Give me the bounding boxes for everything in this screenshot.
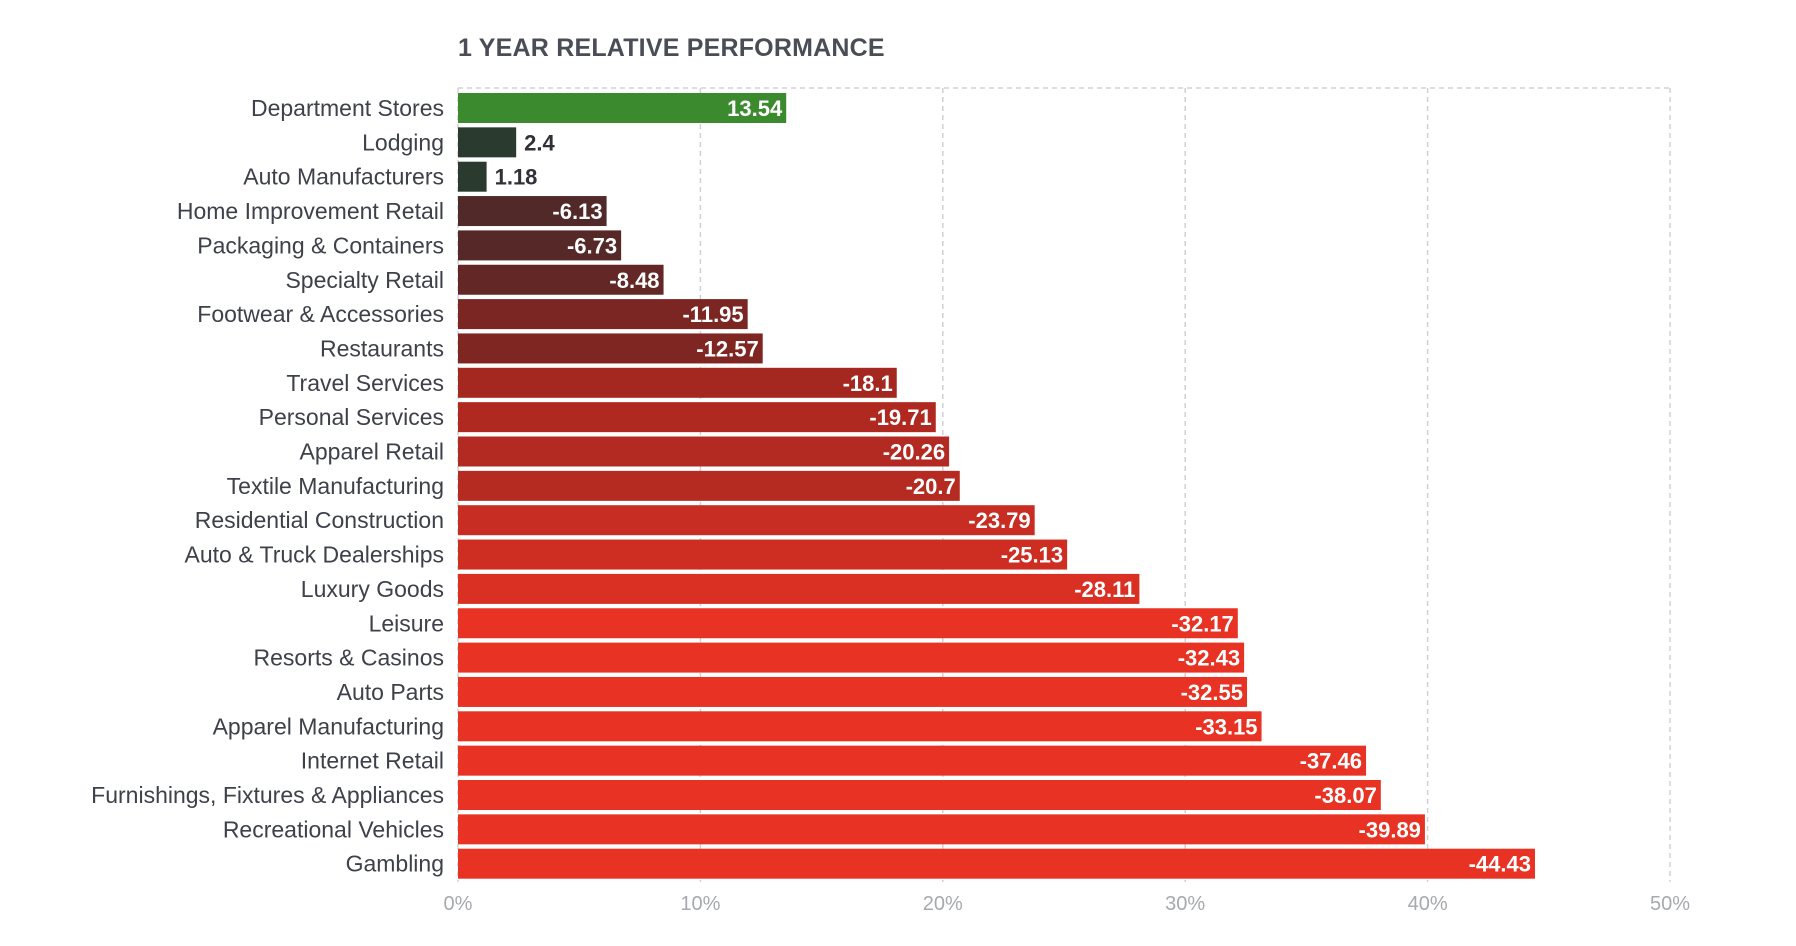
category-label: Department Stores [251, 95, 444, 121]
value-label: -25.13 [1001, 543, 1063, 568]
bar [458, 402, 936, 433]
value-label: 13.54 [727, 96, 783, 121]
value-label: 1.18 [495, 165, 538, 190]
ticks-layer: 0% 10% 20% 30% 40% 50% [444, 893, 1691, 915]
bar [458, 745, 1367, 776]
value-label: -20.7 [906, 474, 956, 499]
category-label: Apparel Manufacturing [213, 713, 444, 739]
category-label: Packaging & Containers [197, 232, 444, 258]
bar [458, 299, 748, 330]
bar [458, 127, 517, 158]
category-label: Internet Retail [301, 748, 444, 774]
bar [458, 367, 897, 398]
value-label: -12.57 [696, 336, 758, 361]
value-label: -32.43 [1178, 646, 1240, 671]
bar [458, 230, 622, 261]
value-label: -6.13 [552, 199, 602, 224]
value-label: -44.43 [1469, 852, 1531, 877]
value-label: -32.55 [1181, 680, 1243, 705]
value-label: -37.46 [1300, 749, 1362, 774]
category-label: Auto & Truck Dealerships [184, 542, 444, 568]
category-label: Lodging [362, 129, 444, 155]
bars-layer [458, 93, 1535, 879]
category-label: Gambling [346, 851, 444, 877]
category-label: Apparel Retail [300, 439, 444, 465]
value-label: -20.26 [883, 440, 945, 465]
value-label: -8.48 [609, 268, 659, 293]
bar [458, 161, 487, 192]
x-tick-label: 20% [923, 893, 963, 915]
category-label: Home Improvement Retail [177, 198, 444, 224]
x-tick-label: 30% [1165, 893, 1205, 915]
value-label: -32.17 [1171, 611, 1233, 636]
bar [458, 93, 787, 123]
value-label: -11.95 [682, 302, 743, 327]
value-label: -18.1 [843, 371, 893, 396]
category-label: Specialty Retail [285, 267, 444, 293]
category-label: Restaurants [320, 335, 444, 361]
bar [458, 780, 1381, 810]
x-tick-label: 10% [680, 893, 720, 915]
bar [458, 505, 1035, 536]
category-label: Recreational Vehicles [223, 816, 444, 842]
category-label: Leisure [369, 610, 444, 636]
value-label: -38.07 [1314, 783, 1376, 808]
labels-layer: Department Stores 13.54 Lodging 2.4 Auto Man… [91, 95, 1531, 877]
chart-title: 1 YEAR RELATIVE PERFORMANCE [458, 34, 885, 62]
value-label: -33.15 [1195, 714, 1257, 739]
category-label: Textile Manufacturing [227, 473, 444, 499]
category-label: Auto Parts [337, 679, 444, 705]
bar [458, 814, 1425, 845]
bar [458, 676, 1248, 707]
bar [458, 436, 950, 467]
category-label: Luxury Goods [301, 576, 444, 602]
category-label: Travel Services [286, 370, 444, 396]
value-label: -28.11 [1074, 577, 1135, 602]
value-label: -23.79 [968, 508, 1030, 533]
category-label: Resorts & Casinos [254, 645, 444, 671]
bar [458, 608, 1238, 639]
bar [458, 264, 664, 295]
category-label: Residential Construction [195, 507, 444, 533]
x-tick-label: 50% [1650, 893, 1690, 915]
category-label: Furnishings, Fixtures & Appliances [91, 782, 444, 808]
value-label: -6.73 [567, 233, 617, 258]
value-label: 2.4 [524, 130, 555, 155]
bar [458, 573, 1140, 604]
value-label: -19.71 [869, 405, 931, 430]
category-label: Footwear & Accessories [197, 301, 444, 327]
bar [458, 470, 960, 501]
bar [458, 711, 1262, 742]
value-label: -39.89 [1359, 817, 1421, 842]
bar [458, 539, 1068, 570]
bar [458, 333, 763, 364]
bar [458, 642, 1245, 673]
x-tick-label: 0% [444, 893, 473, 915]
category-label: Personal Services [259, 404, 444, 430]
category-label: Auto Manufacturers [243, 164, 444, 190]
bar [458, 848, 1535, 879]
x-tick-label: 40% [1408, 893, 1448, 915]
bar [458, 196, 607, 227]
